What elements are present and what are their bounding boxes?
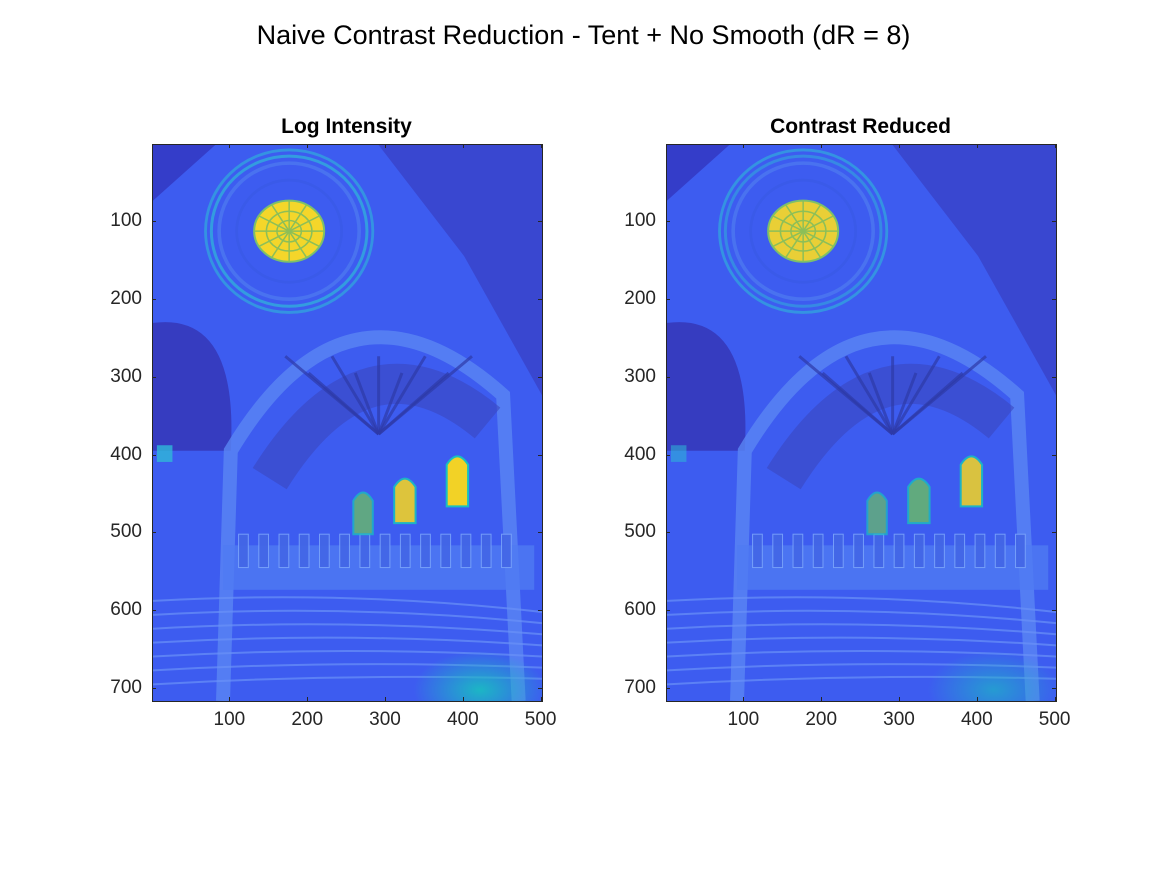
y-tick-mark [538, 610, 542, 612]
x-tick-label: 400 [446, 709, 479, 730]
x-tick-label: 200 [805, 709, 838, 730]
subplot-title: Log Intensity [281, 115, 412, 138]
x-tick-label: 300 [369, 709, 401, 730]
subplot-log-intensity: Log Intensity 100 200 300 400 500 600 700 100 200… [0, 0, 583, 875]
x-tick-mark [229, 144, 231, 148]
y-tick-mark [666, 610, 670, 612]
y-tick-mark [538, 376, 542, 378]
x-tick-label: 500 [524, 709, 557, 730]
y-tick-mark [1052, 299, 1056, 301]
x-tick-mark [385, 144, 386, 148]
y-tick-mark [666, 376, 670, 378]
subplot-title: Contrast Reduced [770, 115, 951, 138]
y-tick-label: 400 [624, 443, 656, 465]
y-tick-mark [666, 532, 670, 534]
x-tick-mark [899, 144, 900, 148]
y-tick-label: 300 [624, 365, 656, 387]
y-tick-mark [1052, 376, 1056, 378]
x-tick-mark [743, 144, 745, 148]
y-tick-label: 700 [110, 676, 142, 698]
scene-image [667, 145, 1056, 701]
y-tick-label: 500 [110, 521, 142, 543]
x-tick-mark [821, 144, 823, 148]
figure-title: Naive Contrast Reduction - Tent + No Smo… [256, 20, 911, 50]
y-tick-label: 100 [110, 210, 142, 232]
x-tick-mark [743, 697, 745, 701]
y-tick-mark [152, 221, 156, 223]
stained-glass-window [445, 455, 470, 508]
x-tick-mark [976, 697, 978, 701]
y-tick-mark [666, 687, 670, 689]
x-tick-mark [307, 144, 309, 148]
x-tick-mark [462, 697, 464, 701]
y-tick-mark [666, 299, 670, 301]
x-tick-mark [229, 697, 231, 701]
x-tick-mark [1054, 697, 1056, 701]
y-tick-mark [152, 687, 156, 689]
stained-glass-window [907, 477, 931, 525]
dome-oculus [253, 199, 326, 263]
y-tick-mark [1052, 610, 1056, 612]
stained-glass-window [959, 455, 984, 508]
y-tick-mark [666, 221, 670, 223]
y-tick-mark [1052, 532, 1056, 534]
x-tick-mark [307, 697, 309, 701]
y-tick-mark [538, 299, 542, 301]
x-tick-mark [1054, 144, 1056, 148]
y-tick-mark [1052, 221, 1056, 223]
y-tick-mark [1052, 687, 1056, 689]
y-tick-label: 500 [624, 521, 656, 543]
x-tick-mark [540, 144, 542, 148]
y-tick-mark [152, 299, 156, 301]
y-tick-label: 300 [110, 365, 142, 387]
scene-image [153, 145, 542, 701]
heatmap-image [667, 145, 1056, 701]
y-tick-label: 200 [110, 288, 142, 310]
x-tick-label: 100 [213, 709, 246, 730]
y-tick-mark [538, 687, 542, 689]
y-tick-mark [538, 532, 542, 534]
x-tick-mark [821, 697, 823, 701]
x-tick-label: 400 [960, 709, 993, 730]
x-tick-mark [899, 697, 900, 701]
stained-glass-window [866, 491, 888, 536]
stained-glass-window [352, 491, 374, 536]
x-tick-label: 100 [727, 709, 760, 730]
y-tick-mark [666, 454, 670, 456]
x-tick-mark [976, 144, 978, 148]
y-tick-mark [1052, 454, 1056, 456]
y-tick-mark [538, 454, 542, 456]
y-tick-label: 200 [624, 288, 656, 310]
stained-glass-window [393, 477, 417, 525]
y-tick-mark [538, 221, 542, 223]
x-tick-label: 200 [291, 709, 324, 730]
y-tick-label: 400 [110, 443, 142, 465]
x-tick-label: 500 [1038, 709, 1071, 730]
y-tick-label: 600 [624, 599, 656, 621]
x-tick-label: 300 [883, 709, 915, 730]
dome-oculus [767, 199, 840, 263]
x-tick-mark [385, 697, 386, 701]
y-tick-mark [152, 454, 156, 456]
y-tick-label: 100 [624, 210, 656, 232]
x-tick-mark [462, 144, 464, 148]
y-tick-label: 700 [624, 676, 656, 698]
y-tick-mark [152, 532, 156, 534]
heatmap-plot-area [666, 144, 1057, 702]
heatmap-plot-area [152, 144, 543, 702]
x-tick-mark [540, 697, 542, 701]
heatmap-image [153, 145, 542, 701]
y-tick-mark [152, 376, 156, 378]
y-tick-label: 600 [110, 599, 142, 621]
y-tick-mark [152, 610, 156, 612]
